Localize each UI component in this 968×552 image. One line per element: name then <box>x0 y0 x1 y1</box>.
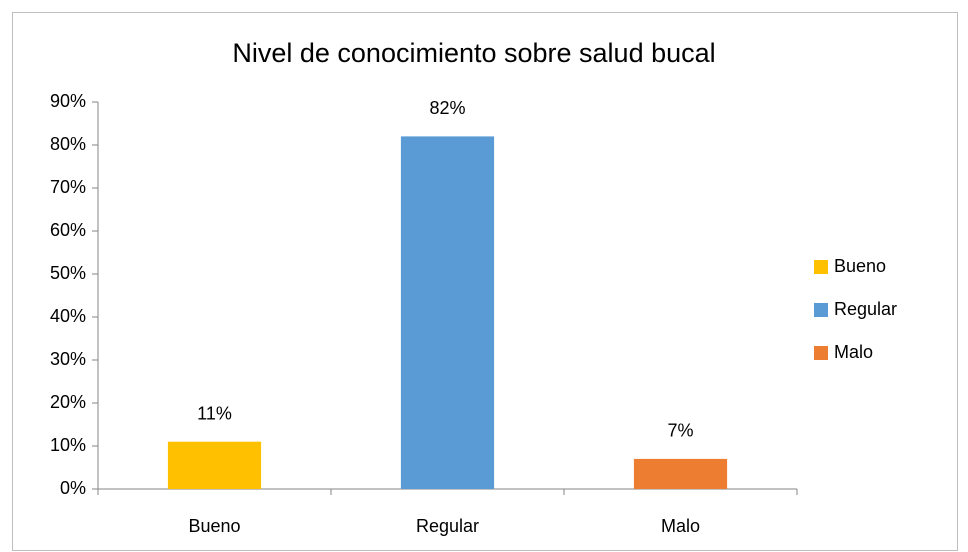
x-tick-label: Regular <box>416 516 479 536</box>
data-label: 82% <box>429 98 465 118</box>
bar <box>633 458 728 489</box>
y-tick-label: 50% <box>50 263 86 283</box>
legend-label: Malo <box>834 342 873 362</box>
chart-title: Nivel de conocimiento sobre salud bucal <box>232 38 715 68</box>
y-tick-label: 10% <box>50 435 86 455</box>
y-tick-label: 30% <box>50 349 86 369</box>
legend-label: Bueno <box>834 256 886 276</box>
data-label: 11% <box>197 403 232 423</box>
y-tick-label: 40% <box>50 306 86 326</box>
legend-swatch <box>814 346 828 360</box>
y-tick-label: 80% <box>50 134 86 154</box>
bar <box>167 441 262 489</box>
legend-label: Regular <box>834 299 897 319</box>
x-tick-label: Bueno <box>188 516 240 536</box>
y-tick-label: 0% <box>60 478 86 498</box>
x-tick-label: Malo <box>661 516 700 536</box>
y-tick-label: 70% <box>50 177 86 197</box>
y-tick-label: 20% <box>50 392 86 412</box>
bar <box>400 136 495 489</box>
data-label: 7% <box>667 421 693 441</box>
legend-swatch <box>814 260 828 274</box>
y-tick-label: 60% <box>50 220 86 240</box>
legend-swatch <box>814 303 828 317</box>
y-tick-label: 90% <box>50 91 86 111</box>
